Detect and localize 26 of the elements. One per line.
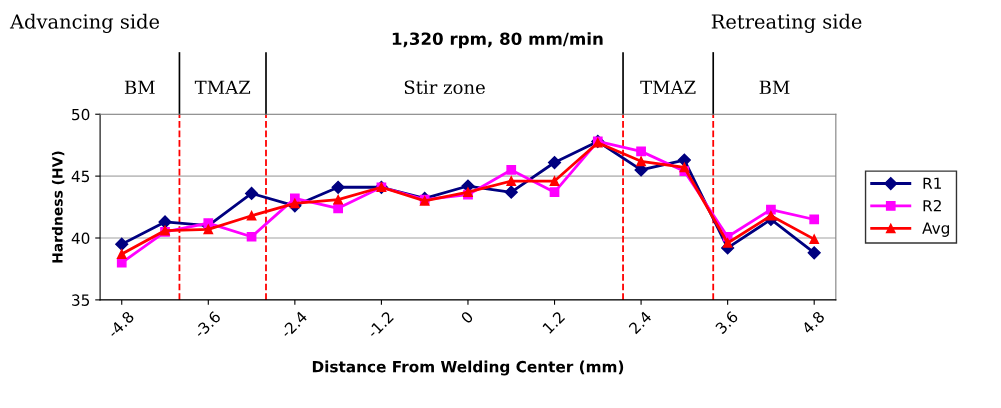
legend-label: R2: [923, 199, 941, 212]
text: TMAZ: [194, 80, 251, 94]
x-tick-label: 4.8: [801, 310, 826, 335]
x-tick-label: -4.8: [106, 310, 135, 339]
y-tick-label: 50: [72, 108, 90, 121]
x-tick-label: 1.2: [542, 310, 566, 334]
legend-label: Avg: [922, 222, 949, 237]
text: TMAZ: [640, 80, 696, 94]
x-tick-label: -3.6: [193, 310, 222, 339]
text: BM: [759, 80, 790, 94]
x-axis-title: Distance From Welding Center (mm): [312, 360, 624, 376]
x-tick-label: -1.2: [366, 310, 394, 339]
y-tick-label: 45: [71, 170, 90, 183]
x-tick-label: -2.4: [279, 310, 308, 339]
text: Stir zone: [404, 80, 485, 95]
text: Retreating side: [711, 13, 862, 33]
legend-label: R1: [923, 177, 941, 189]
y-tick-label: 40: [71, 232, 90, 245]
text: BM: [124, 80, 155, 94]
x-tick-label: 3.6: [714, 310, 739, 335]
chart-title: 1,320 rpm, 80 mm/min: [392, 32, 603, 49]
x-tick-label: 0: [460, 310, 474, 325]
text: Advancing side: [9, 13, 160, 33]
y-tick-label: 35: [72, 294, 90, 306]
y-axis-title: Hardness (HV): [51, 151, 65, 263]
x-tick-label: 2.4: [628, 310, 653, 335]
